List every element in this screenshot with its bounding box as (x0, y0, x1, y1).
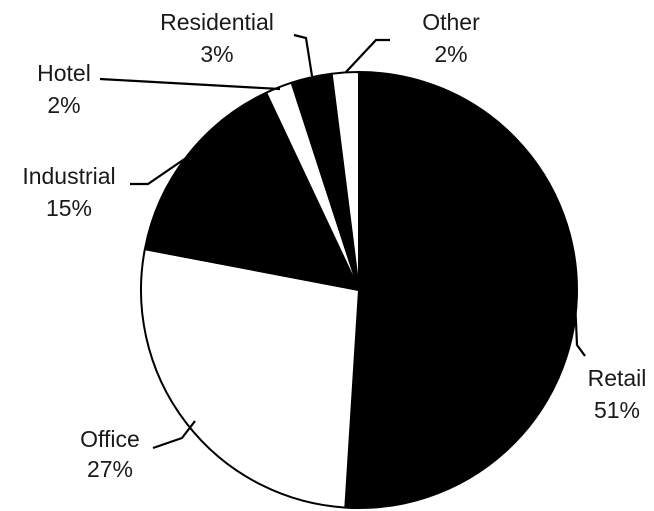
label-industrial-name: Industrial (22, 163, 115, 189)
label-hotel-value: 2% (47, 92, 80, 118)
leader-other (345, 38, 390, 73)
leader-lines (99, 33, 586, 450)
label-industrial-value: 15% (46, 195, 92, 221)
leader-hotel (99, 77, 281, 91)
label-office-value: 27% (87, 456, 133, 482)
leader-residential (293, 33, 314, 77)
leader-office (152, 420, 196, 450)
label-retail-value: 51% (594, 397, 640, 423)
slice-other (330, 71, 360, 291)
leader-industrial (130, 157, 187, 186)
slice-industrial (143, 91, 360, 291)
slice-office (140, 248, 360, 509)
leader-retail (573, 299, 586, 357)
pie-slices (140, 71, 578, 509)
label-retail-name: Retail (588, 365, 647, 391)
label-residential-value: 3% (200, 41, 233, 67)
label-office-name: Office (80, 426, 140, 452)
label-other-name: Other (422, 9, 480, 35)
slice-retail (344, 71, 578, 509)
label-residential-name: Residential (160, 9, 274, 35)
label-hotel-name: Hotel (37, 60, 91, 86)
label-other-value: 2% (434, 41, 467, 67)
